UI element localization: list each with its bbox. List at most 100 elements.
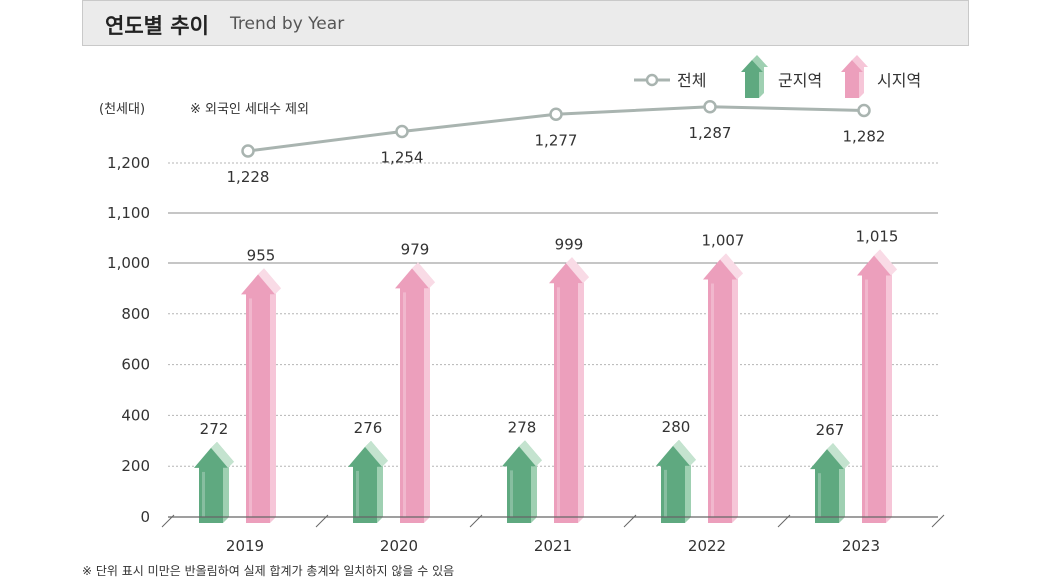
county-bar <box>348 440 388 523</box>
x-tick-label: 2021 <box>534 537 572 555</box>
x-axis-tick <box>469 514 483 528</box>
county-bar-highlight <box>202 471 205 517</box>
city-bar-highlight <box>249 298 252 517</box>
city-bar <box>703 253 743 523</box>
city-bar-front <box>549 263 583 523</box>
total-point <box>241 144 255 158</box>
county-bar-top <box>827 443 850 470</box>
city-bar-top <box>720 253 743 280</box>
city-bar-top <box>566 257 589 284</box>
city-bar-top <box>874 249 897 276</box>
x-axis-tick <box>931 514 945 528</box>
total-value-label: 1,287 <box>689 124 732 142</box>
legend-city-label: 시지역 <box>877 71 921 90</box>
county-bar-front <box>194 447 228 523</box>
county-bar <box>656 439 696 523</box>
y-tick-label: 1,000 <box>107 254 150 272</box>
county-bar-highlight <box>664 469 667 517</box>
city-bar-value-label: 999 <box>555 235 584 253</box>
county-bar-value-label: 280 <box>662 418 691 436</box>
city-bar-front <box>241 274 275 523</box>
total-point <box>857 103 871 118</box>
total-value-label: 1,282 <box>843 128 886 146</box>
y-tick-label: 1,200 <box>107 154 150 172</box>
total-value-label: 1,228 <box>227 168 270 186</box>
chart-title: 연도별 추이 <box>105 14 209 38</box>
x-axis-tick <box>777 514 791 528</box>
city-bar-top <box>258 268 281 295</box>
county-bar-value-label: 278 <box>508 418 537 436</box>
note-label: ※ 외국인 세대수 제외 <box>190 102 309 117</box>
county-bar-front <box>502 446 536 523</box>
county-bar <box>502 440 542 523</box>
county-bar-value-label: 267 <box>816 421 845 439</box>
city-bar <box>857 249 897 523</box>
x-axis-tick <box>315 514 329 528</box>
city-bar-front <box>395 268 429 523</box>
title-bar: 연도별 추이 Trend by Year <box>82 0 969 46</box>
county-bar-highlight <box>818 473 821 517</box>
legend-county-swatch-front <box>741 60 763 98</box>
county-bar-front <box>348 446 382 523</box>
legend-city-swatch-side <box>852 55 868 98</box>
city-bar <box>395 262 435 523</box>
county-bar-value-label: 276 <box>354 419 383 437</box>
city-bar-side <box>258 268 281 523</box>
city-bar-value-label: 1,015 <box>856 228 899 246</box>
city-bar <box>549 257 589 523</box>
total-point <box>395 124 409 139</box>
city-bar-value-label: 979 <box>401 240 430 258</box>
legend-county-label: 군지역 <box>778 71 822 90</box>
city-bar-side <box>412 262 435 523</box>
footnote: ※ 단위 표시 미만은 반올림하여 실제 합계가 총계와 일치하지 않을 수 있… <box>82 564 455 578</box>
city-bar-top <box>412 262 435 289</box>
city-bar-side <box>566 257 589 523</box>
y-tick-label: 800 <box>121 305 150 323</box>
x-tick-label: 2019 <box>226 537 264 555</box>
county-bar-top <box>365 440 388 467</box>
y-tick-label: 400 <box>121 406 150 424</box>
county-bar-top <box>211 441 234 468</box>
x-tick-label: 2022 <box>688 537 726 555</box>
county-bar-highlight <box>510 470 513 517</box>
county-bar-top <box>519 440 542 467</box>
total-value-label: 1,277 <box>535 131 578 149</box>
y-tick-label: 1,100 <box>107 204 150 222</box>
county-bar-top <box>673 439 696 466</box>
county-bar-highlight <box>356 470 359 517</box>
legend-county-swatch <box>741 55 768 98</box>
city-bar <box>241 268 281 523</box>
county-bar <box>194 441 234 523</box>
city-bar-front <box>703 259 737 523</box>
unit-label: (천세대) <box>99 102 145 117</box>
legend-total-label: 전체 <box>677 71 706 90</box>
legend-city-swatch-front <box>841 60 863 98</box>
y-tick-label: 0 <box>140 508 150 526</box>
total-value-label: 1,254 <box>381 149 424 167</box>
legend-county-swatch-side <box>752 55 768 98</box>
x-tick-label: 2023 <box>842 537 880 555</box>
x-axis-tick <box>161 514 175 528</box>
chart-subtitle: Trend by Year <box>230 14 345 34</box>
city-bar-value-label: 955 <box>247 246 276 264</box>
city-bar-highlight <box>403 292 406 517</box>
x-axis-tick <box>623 514 637 528</box>
county-bar <box>810 443 850 523</box>
legend-city-swatch <box>841 55 868 98</box>
county-bar-front <box>810 449 844 523</box>
legend-total-marker <box>645 73 659 87</box>
y-tick-label: 600 <box>121 356 150 374</box>
city-bar-value-label: 1,007 <box>702 232 745 250</box>
county-bar-value-label: 272 <box>200 420 229 438</box>
city-bar-highlight <box>557 287 560 517</box>
city-bar-side <box>720 253 743 523</box>
x-tick-label: 2020 <box>380 537 418 555</box>
city-bar-highlight <box>711 283 714 517</box>
y-tick-label: 200 <box>121 457 150 475</box>
total-point <box>549 107 563 121</box>
city-bar-side <box>874 249 897 523</box>
city-bar-front <box>857 255 891 523</box>
county-bar-front <box>656 445 690 523</box>
total-point <box>703 100 717 114</box>
